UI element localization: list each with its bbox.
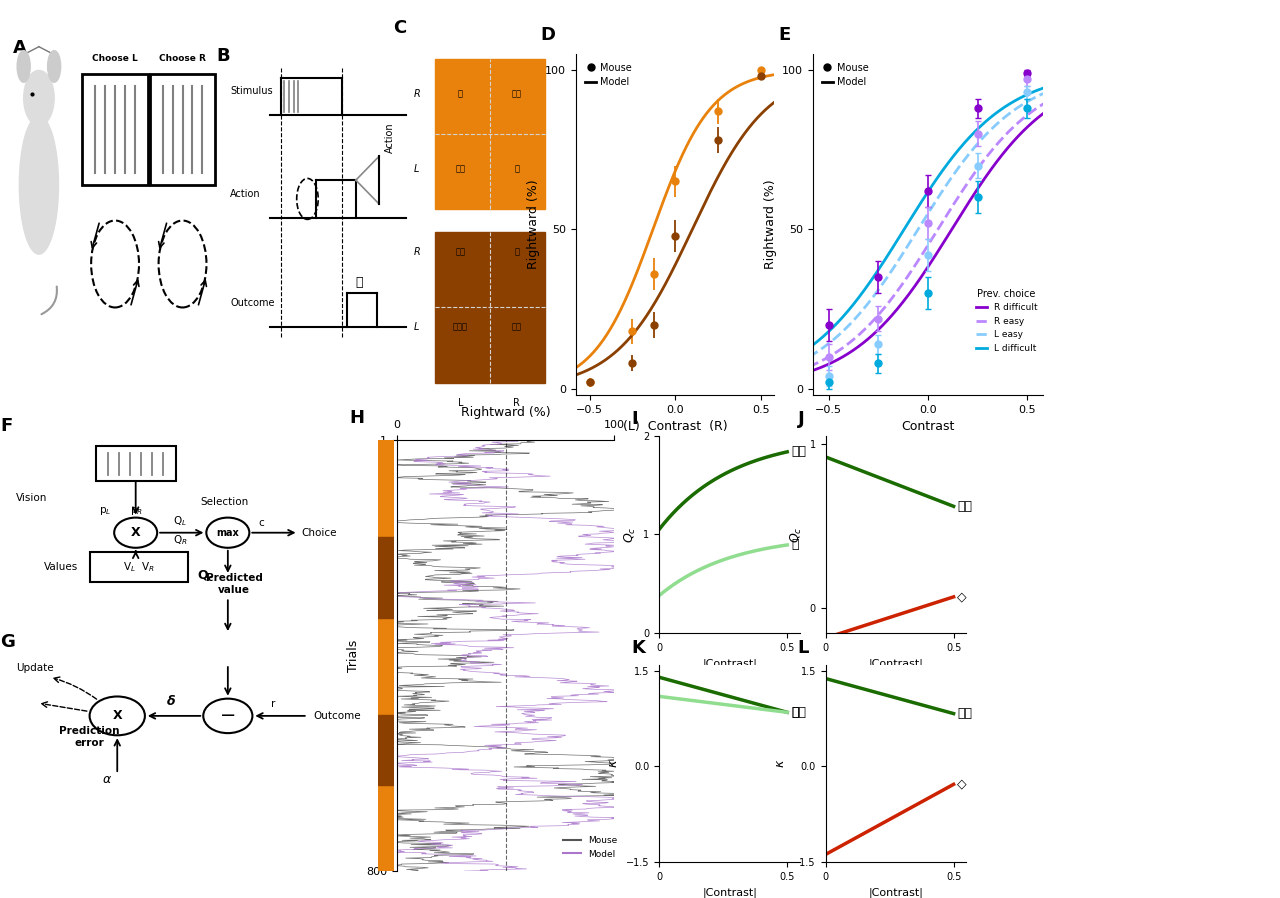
Text: 💧💧: 💧💧 [456, 248, 466, 257]
Text: 💧💧: 💧💧 [791, 445, 806, 458]
Text: $\boldsymbol{\delta}$: $\boldsymbol{\delta}$ [166, 694, 177, 709]
Text: R: R [513, 398, 520, 409]
Bar [435, 233, 545, 383]
Text: max: max [216, 528, 239, 538]
X-axis label: |Contrast|: |Contrast| [869, 658, 923, 669]
Text: Outcome: Outcome [314, 711, 361, 721]
FancyBboxPatch shape [96, 446, 175, 481]
Bar [378, 618, 394, 715]
Text: J: J [797, 409, 804, 427]
Text: L: L [413, 164, 420, 174]
Text: 💧: 💧 [356, 277, 364, 289]
Bar [378, 439, 394, 537]
Text: L: L [413, 322, 420, 332]
Text: Prediction
error: Prediction error [59, 726, 120, 748]
Y-axis label: $Q_c$: $Q_c$ [622, 526, 637, 542]
Text: Choice: Choice [302, 528, 337, 538]
Ellipse shape [47, 50, 60, 83]
Y-axis label: Trials: Trials [347, 639, 361, 672]
Text: $\mathbf{Q_c}$: $\mathbf{Q_c}$ [197, 569, 215, 585]
Text: F: F [0, 418, 13, 436]
Text: K: K [631, 638, 645, 656]
Legend: Mouse, Model: Mouse, Model [581, 58, 636, 92]
Text: Choose L: Choose L [92, 54, 138, 63]
Text: Q$_L$: Q$_L$ [173, 514, 187, 528]
FancyBboxPatch shape [90, 552, 188, 582]
Ellipse shape [24, 70, 54, 126]
Bar [378, 715, 394, 785]
Text: R: R [413, 247, 420, 257]
Bar [435, 58, 545, 208]
Text: R: R [413, 89, 420, 99]
Text: c: c [259, 518, 264, 528]
Y-axis label: $\kappa$: $\kappa$ [774, 759, 787, 768]
Text: 💧💧: 💧💧 [957, 500, 973, 513]
Text: 💧💧: 💧💧 [512, 322, 522, 331]
Text: X: X [131, 526, 141, 539]
Text: Choose R: Choose R [159, 54, 206, 63]
X-axis label: Rightward (%): Rightward (%) [461, 406, 550, 419]
Text: 💧💧: 💧💧 [957, 707, 973, 720]
Text: Values: Values [44, 562, 78, 572]
Text: L: L [797, 638, 809, 656]
Text: ◇: ◇ [957, 590, 968, 603]
Text: ◇: ◇ [957, 778, 968, 791]
X-axis label: (L)  Contrast  (R): (L) Contrast (R) [623, 420, 727, 434]
Text: D: D [540, 26, 556, 44]
Text: B: B [216, 47, 229, 65]
Text: A: A [13, 39, 27, 57]
Y-axis label: Rightward (%): Rightward (%) [764, 180, 777, 269]
Text: 💧💧: 💧💧 [456, 164, 466, 173]
Text: 💧: 💧 [791, 539, 799, 551]
Legend: R difficult, R easy, L easy, L difficult: R difficult, R easy, L easy, L difficult [972, 286, 1041, 357]
Text: 💧: 💧 [515, 164, 520, 173]
Text: Update: Update [15, 663, 54, 673]
Y-axis label: $\kappa$: $\kappa$ [608, 759, 621, 768]
Text: Q$_R$: Q$_R$ [173, 533, 187, 547]
Legend: Mouse, Model: Mouse, Model [559, 832, 621, 862]
Bar [378, 537, 394, 618]
Text: Predicted
value: Predicted value [206, 574, 262, 595]
Y-axis label: $Q_c$: $Q_c$ [788, 526, 804, 542]
Text: r: r [271, 700, 275, 709]
Text: Selection: Selection [201, 497, 248, 506]
Text: p$_R$: p$_R$ [129, 506, 142, 517]
Text: Action: Action [385, 122, 396, 153]
Bar [82, 75, 147, 185]
Text: L: L [457, 398, 463, 409]
X-axis label: |Contrast|: |Contrast| [703, 887, 756, 898]
Text: G: G [0, 633, 15, 651]
Ellipse shape [17, 50, 31, 83]
Text: E: E [778, 26, 791, 44]
Text: 💧💧💧: 💧💧💧 [453, 322, 467, 331]
Text: Stimulus: Stimulus [230, 86, 273, 96]
Text: $\alpha$: $\alpha$ [102, 772, 111, 786]
Text: p$_L$: p$_L$ [99, 506, 111, 517]
Text: Action: Action [230, 189, 261, 198]
Text: V$_L$  V$_R$: V$_L$ V$_R$ [123, 560, 155, 574]
Text: X: X [113, 709, 122, 722]
Text: 💧: 💧 [515, 248, 520, 257]
Text: H: H [349, 409, 364, 427]
Text: 💧: 💧 [791, 706, 799, 718]
Ellipse shape [19, 116, 59, 254]
Text: 💧💧: 💧💧 [512, 90, 522, 99]
Text: Stimulus: Stimulus [448, 445, 490, 456]
Y-axis label: Rightward (%): Rightward (%) [527, 180, 540, 269]
Text: 💧: 💧 [458, 90, 463, 99]
Bar [150, 75, 215, 185]
Text: 💧💧: 💧💧 [791, 706, 806, 718]
X-axis label: |Contrast|: |Contrast| [869, 887, 923, 898]
Text: C: C [393, 19, 406, 37]
X-axis label: |Contrast|: |Contrast| [703, 658, 756, 669]
Bar [378, 785, 394, 871]
X-axis label: Contrast: Contrast [901, 420, 955, 434]
Text: I: I [631, 409, 637, 427]
Text: −: − [220, 707, 236, 726]
Text: Vision: Vision [15, 493, 47, 503]
Text: Outcome: Outcome [230, 298, 275, 308]
